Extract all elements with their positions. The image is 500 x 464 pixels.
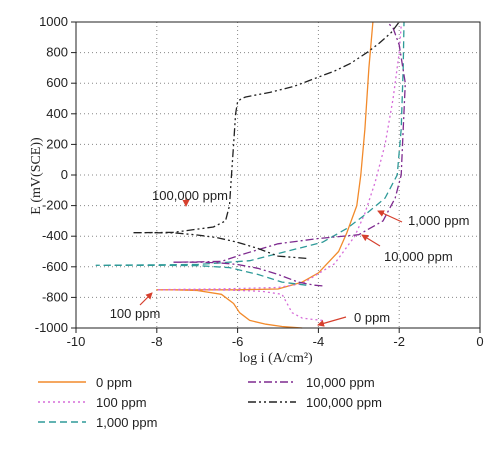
annotation-label: 0 ppm	[354, 310, 390, 325]
y-axis-label: E (mV(SCE))	[29, 137, 44, 215]
legend-label: 10,000 ppm	[306, 374, 375, 390]
y-tick-label: -400	[42, 228, 68, 243]
y-tick-label: 0	[61, 167, 68, 182]
legend: 0 ppm 100 ppm 1,000 ppm 10,000 ppm 100,000 p…	[38, 372, 478, 452]
legend-label: 100 ppm	[96, 394, 147, 410]
annotation-arrow	[377, 210, 403, 223]
series-line	[131, 21, 400, 260]
legend-swatch	[38, 381, 86, 383]
legend-swatch	[38, 421, 86, 423]
annotation-label: 1,000 ppm	[408, 213, 469, 228]
legend-swatch	[248, 401, 296, 403]
legend-label: 1,000 ppm	[96, 414, 158, 430]
legend-label: 100,000 ppm	[306, 394, 382, 410]
x-tick-label: -8	[151, 334, 163, 349]
y-tick-label: -200	[42, 198, 68, 213]
data-series	[95, 21, 406, 329]
x-tick-label: -2	[393, 334, 405, 349]
y-tick-label: -600	[42, 259, 68, 274]
axes	[71, 21, 481, 333]
y-tick-label: 600	[46, 75, 68, 90]
annotation-arrow	[139, 292, 153, 306]
y-tick-label: 400	[46, 106, 68, 121]
legend-label: 0 ppm	[96, 374, 133, 390]
annotations: 100,000 ppm 1,000 ppm 10,000 ppm 100 ppm 0 p…	[110, 188, 469, 327]
legend-item: 100 ppm	[38, 392, 147, 412]
x-tick-label: -6	[232, 334, 244, 349]
legend-item: 10,000 ppm	[248, 372, 375, 392]
legend-item: 0 ppm	[38, 372, 132, 392]
annotation-arrow	[361, 234, 381, 247]
x-tick-label: -10	[67, 334, 86, 349]
series-line	[172, 21, 406, 287]
polarization-chart: -10 -8 -6 -4 -2 0 -1000 -800 -600 -400 -200 0 200 400…	[29, 14, 484, 366]
x-tick-label: -4	[313, 334, 325, 349]
y-tick-label: 200	[46, 136, 68, 151]
legend-item: 1,000 ppm	[38, 412, 157, 432]
series-line	[156, 25, 402, 322]
series-line	[95, 21, 405, 286]
legend-item: 100,000 ppm	[248, 392, 382, 412]
y-tick-label: -1000	[35, 320, 68, 335]
y-tick-label: 800	[46, 45, 68, 60]
x-tick-label: 0	[476, 334, 483, 349]
annotation-label: 100,000 ppm	[152, 188, 228, 203]
y-tick-label: 1000	[39, 14, 68, 29]
annotation-label: 10,000 ppm	[384, 249, 453, 264]
legend-swatch	[38, 401, 86, 403]
annotation-label: 100 ppm	[110, 306, 161, 321]
series-line	[156, 21, 374, 329]
legend-swatch	[248, 381, 296, 383]
x-axis-label: log i (A/cm²)	[239, 351, 313, 366]
annotation-arrow	[317, 316, 347, 327]
grid-lines	[76, 22, 480, 328]
tick-labels: -10 -8 -6 -4 -2 0 -1000 -800 -600 -400 -200 0 200 400…	[35, 14, 484, 349]
y-tick-label: -800	[42, 289, 68, 304]
